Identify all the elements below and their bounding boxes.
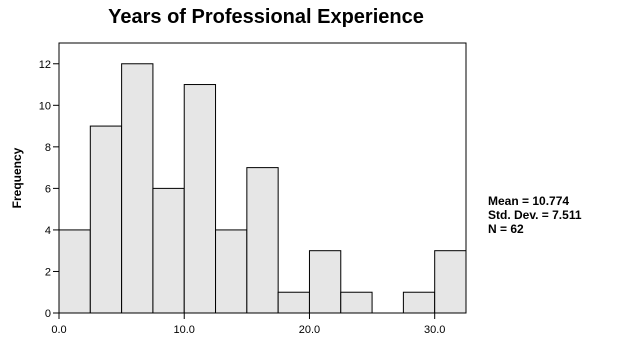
y-tick-label: 0: [45, 308, 51, 320]
stat-mean: Mean = 10.774: [488, 194, 570, 208]
plot-area: [58, 42, 467, 314]
histogram-bar: [89, 125, 123, 314]
chart-title: Years of Professional Experience: [108, 6, 424, 28]
y-tick-label: 10: [39, 100, 51, 112]
y-tick-label: 8: [45, 142, 51, 154]
histogram-bar: [340, 291, 373, 314]
stat-n: N = 62: [488, 222, 524, 236]
histogram-bar: [121, 63, 154, 314]
y-axis-label: Frequency: [10, 147, 24, 208]
y-tick-label: 6: [45, 183, 51, 195]
x-tick-label: 20.0: [299, 324, 320, 336]
histogram-bar: [308, 250, 342, 314]
y-tick-label: 2: [45, 266, 51, 278]
x-tick-label: 10.0: [174, 324, 195, 336]
y-tick-label: 12: [39, 59, 51, 71]
stat-std-dev: Std. Dev. = 7.511: [488, 208, 582, 222]
histogram-bar: [58, 229, 91, 314]
x-tick-label: 30.0: [424, 324, 445, 336]
histogram-bar: [246, 167, 279, 314]
histogram-bar: [183, 84, 217, 314]
histogram-bar: [434, 250, 467, 314]
histogram-bar: [402, 291, 436, 314]
summary-stats: Mean = 10.774 Std. Dev. = 7.511 N = 62: [488, 194, 582, 236]
x-tick-label: 0.0: [51, 324, 66, 336]
histogram-bar: [215, 229, 248, 314]
histogram-bar: [277, 291, 310, 314]
histogram-bar: [152, 187, 185, 314]
y-tick-label: 4: [45, 225, 51, 237]
